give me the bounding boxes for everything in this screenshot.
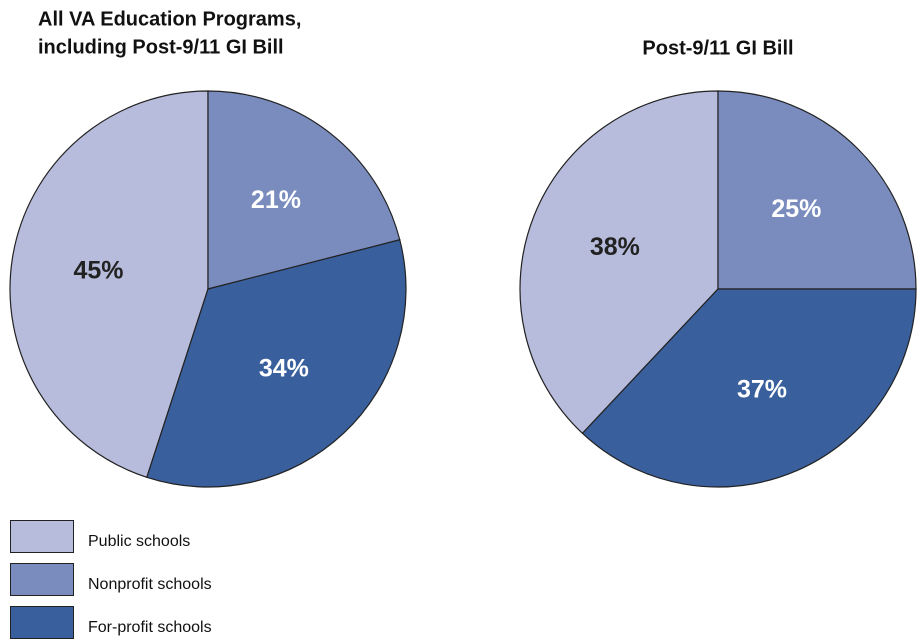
pie-slice (717, 90, 917, 290)
legend-swatch (10, 520, 74, 553)
legend-label: Nonprofit schools (88, 576, 212, 593)
slice-label: 25% (771, 195, 821, 223)
pie-slice (207, 90, 401, 290)
legend-swatch (10, 606, 74, 639)
pie-slice (9, 90, 209, 479)
slice-label: 34% (259, 354, 309, 382)
chart-title: Post-9/11 GI Bill (642, 37, 793, 59)
pie-slice (581, 288, 917, 488)
legend-label: For-profit schools (88, 619, 212, 636)
slice-label: 21% (251, 186, 301, 214)
legend-label: Public schools (88, 533, 190, 550)
chart-title: including Post-9/11 GI Bill (38, 36, 284, 58)
legend-swatch (10, 563, 74, 596)
pie-slice (519, 90, 719, 435)
pie-slice (146, 239, 407, 488)
slice-label: 38% (590, 233, 640, 261)
chart-title: All VA Education Programs, (38, 8, 301, 30)
slice-label: 45% (73, 256, 123, 284)
slice-label: 37% (737, 375, 787, 403)
